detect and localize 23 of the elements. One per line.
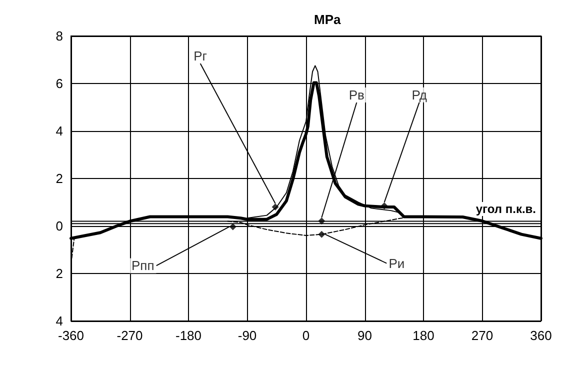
- y-tick-label: 4: [56, 124, 63, 138]
- x-tick-label: -180: [175, 328, 202, 343]
- y-tick-label: 0: [56, 218, 63, 234]
- x-tick-label: -360: [58, 328, 84, 343]
- y-tick-label: 2: [56, 171, 63, 186]
- y-axis-title: MPa: [314, 12, 342, 27]
- x-tick-label: 180: [412, 328, 434, 343]
- x-tick-label: -90: [238, 328, 257, 343]
- x-axis-title: угол п.к.в.: [476, 202, 536, 216]
- y-tick-label: 2: [56, 266, 63, 281]
- annotation: Рд: [412, 87, 428, 102]
- x-tick-label: 270: [471, 328, 494, 343]
- annotation: Рг: [194, 48, 208, 64]
- y-tick-label: 6: [56, 76, 63, 91]
- x-tick-label: 0: [302, 328, 310, 343]
- x-tick-label: -270: [116, 328, 143, 343]
- x-tick-label: 360: [530, 328, 552, 343]
- y-tick-label: 4: [56, 314, 63, 328]
- y-tick-label: 8: [56, 28, 63, 44]
- x-tick-label: 90: [358, 328, 372, 343]
- annotation: Рв: [348, 88, 365, 103]
- annotation: Ри: [388, 256, 405, 271]
- annotation: Рпп: [132, 258, 154, 274]
